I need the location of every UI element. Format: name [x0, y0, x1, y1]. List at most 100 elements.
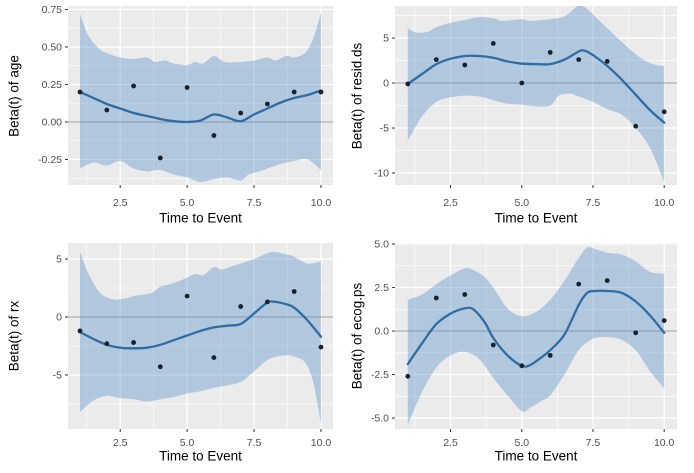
y-tick-label: 0 — [383, 78, 389, 90]
panel-beta-resid-ds: 2.5 5.0 7.5 10.0 -10 -5 0 5 Beta(t) of resid.ds… — [347, 0, 694, 236]
data-point — [519, 363, 525, 369]
data-point — [157, 364, 163, 370]
x-tick-label: 5.0 — [514, 437, 529, 449]
data-point — [265, 299, 270, 305]
data-point — [604, 278, 610, 283]
y-axis-title-rx: Beta(t) of rx — [6, 300, 22, 372]
y-tick-label: 0.75 — [42, 4, 63, 16]
smooth-line — [406, 49, 666, 124]
grid-minor — [68, 243, 333, 429]
data-point — [519, 80, 525, 86]
data-point — [405, 373, 411, 379]
smooth-line — [78, 89, 323, 124]
y-tick-label: 2.5 — [374, 282, 389, 294]
panel-beta-ecog-ps: 2.5 5.0 7.5 10.0 -5.0 -2.5 0.0 2.5 5.0 Beta(t) o… — [347, 236, 694, 473]
grid-major — [395, 243, 677, 429]
data-point — [661, 109, 667, 115]
data-point — [291, 89, 297, 95]
y-tick-label: 0.0 — [374, 326, 389, 338]
data-point — [433, 57, 439, 62]
panel-beta-rx: 2.5 5.0 7.5 10.0 -5 0 5 Beta(t) of rx Time to … — [0, 236, 347, 473]
x-axis-title: Time to Event — [494, 448, 578, 463]
data-points — [77, 83, 324, 161]
data-point — [633, 123, 639, 129]
data-point — [104, 341, 110, 347]
panel-background — [68, 6, 333, 185]
y-axis-title-age: Beta(t) of age — [6, 54, 22, 137]
x-axis-title: Time to Event — [159, 210, 242, 226]
y-axis-title-resid-ds: Beta(t) of resid.ds — [349, 42, 365, 149]
plot-canvas: 2.5 5.0 7.5 10.0 -0.25 0.00 0.25 0.50 0.75 — [38, 4, 333, 209]
x-tick-label: 2.5 — [113, 437, 128, 449]
x-tick-label: 7.5 — [586, 437, 601, 449]
x-tick-label: 2.5 — [113, 197, 128, 209]
y-tick-label: 0.25 — [42, 79, 63, 91]
smooth-line — [78, 300, 323, 350]
data-point — [490, 342, 496, 348]
confidence-band — [80, 12, 321, 183]
y-tick-label: 5 — [383, 33, 389, 45]
data-point — [238, 304, 244, 309]
axis-ticks: 2.5 5.0 7.5 10.0 -0.25 0.00 0.25 0.50 0.75 — [38, 4, 331, 209]
data-point — [604, 59, 610, 64]
x-axis-title: Time to Event — [494, 210, 578, 226]
data-point — [131, 340, 137, 345]
x-tick-label: 7.5 — [247, 197, 262, 209]
data-point — [184, 85, 190, 90]
panel-background — [395, 6, 677, 185]
y-axis-title-ecog-ps: Beta(t) of ecog.ps — [349, 282, 365, 390]
data-point — [291, 289, 297, 294]
smooth-line — [406, 289, 666, 368]
y-tick-label: -5 — [380, 123, 389, 135]
data-point — [547, 50, 553, 55]
data-point — [576, 57, 582, 62]
axis-ticks: 2.5 5.0 7.5 10.0 -5 0 5 — [53, 254, 332, 449]
panel-background — [68, 243, 333, 429]
grid-minor — [395, 243, 677, 429]
y-tick-label: 5.0 — [374, 239, 389, 251]
data-point — [211, 355, 217, 360]
data-point — [318, 344, 324, 350]
y-tick-label: -2.5 — [371, 369, 389, 381]
data-point — [77, 328, 83, 334]
data-point — [462, 62, 468, 68]
x-tick-label: 10.0 — [654, 197, 675, 209]
x-tick-label: 2.5 — [443, 437, 458, 449]
data-point — [104, 107, 110, 113]
grid-minor — [68, 6, 333, 185]
data-point — [131, 83, 137, 89]
plot-canvas: 2.5 5.0 7.5 10.0 -5.0 -2.5 0.0 2.5 5.0 — [371, 239, 677, 449]
x-tick-label: 5.0 — [180, 437, 195, 449]
x-axis-title: Time to Event — [159, 448, 242, 463]
confidence-band — [407, 6, 665, 182]
data-point — [211, 133, 217, 138]
data-point — [318, 89, 324, 95]
data-point — [238, 110, 244, 116]
y-tick-label: -0.25 — [38, 154, 62, 166]
x-tick-label: 10.0 — [311, 437, 332, 449]
confidence-band — [80, 251, 321, 424]
plot-canvas: 2.5 5.0 7.5 10.0 -10 -5 0 5 — [374, 6, 677, 209]
x-tick-label: 5.0 — [514, 197, 529, 209]
y-tick-label: 5 — [56, 254, 62, 266]
y-tick-label: -5 — [53, 369, 62, 381]
x-tick-label: 2.5 — [443, 197, 458, 209]
data-point — [77, 89, 83, 95]
panel-beta-age: 2.5 5.0 7.5 10.0 -0.25 0.00 0.25 0.50 0.75 Beta(… — [0, 0, 347, 236]
y-tick-label: 0.50 — [42, 41, 63, 53]
axis-ticks: 2.5 5.0 7.5 10.0 -10 -5 0 5 — [374, 33, 675, 209]
data-points — [405, 278, 667, 379]
x-tick-label: 7.5 — [247, 437, 262, 449]
y-tick-label: -5.0 — [371, 413, 389, 425]
plot-canvas: 2.5 5.0 7.5 10.0 -5 0 5 — [53, 243, 333, 449]
axis-ticks: 2.5 5.0 7.5 10.0 -5.0 -2.5 0.0 2.5 5.0 — [371, 239, 675, 449]
data-points — [77, 289, 324, 370]
data-point — [490, 41, 496, 46]
x-tick-label: 10.0 — [654, 437, 675, 449]
data-point — [576, 281, 582, 287]
data-point — [184, 293, 190, 299]
data-point — [661, 318, 667, 323]
y-tick-label: 0.00 — [42, 116, 63, 128]
panel-background — [395, 243, 677, 429]
